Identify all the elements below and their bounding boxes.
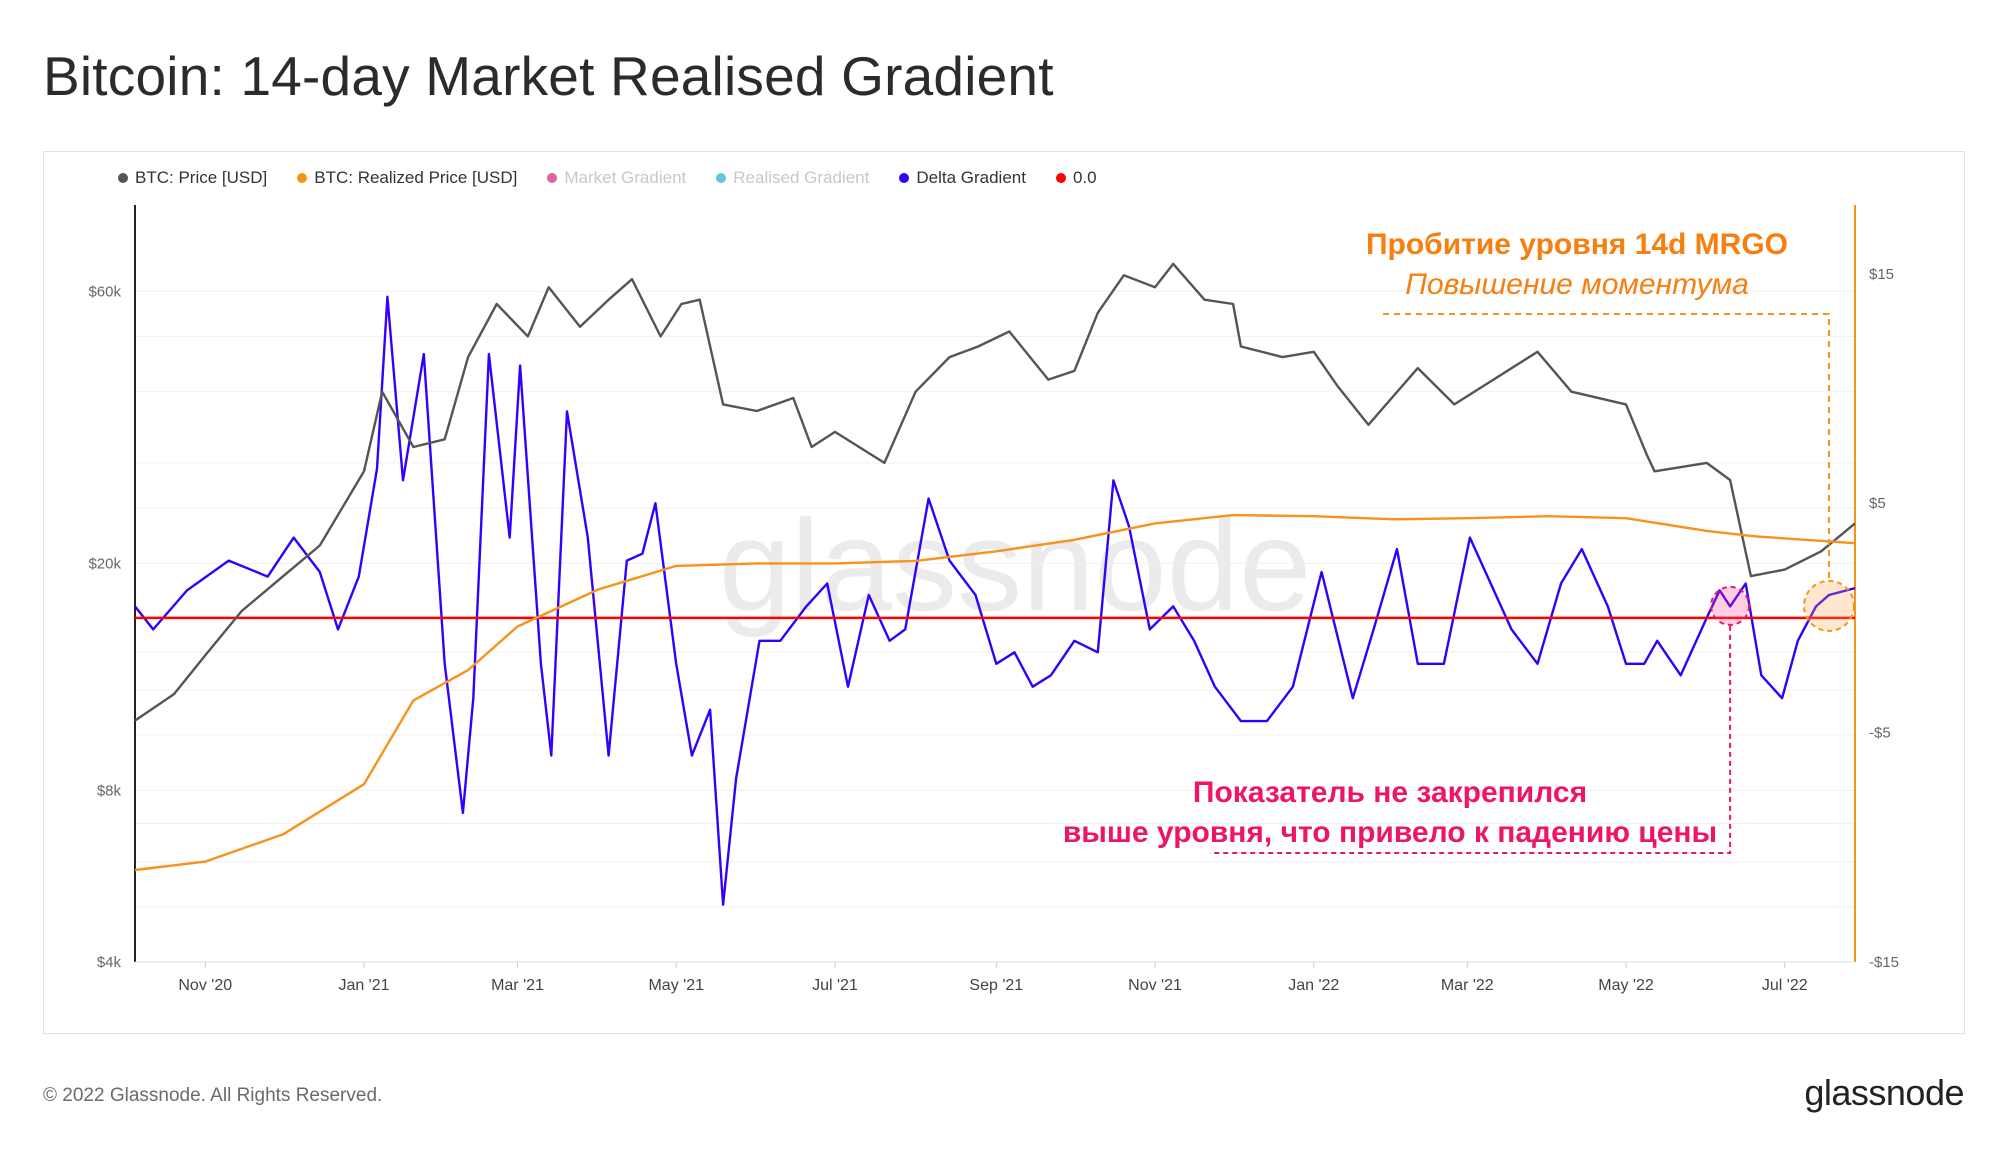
series-lines	[134, 262, 1856, 906]
annotation-breakout-subtitle: Повышение моментума	[1405, 268, 1749, 301]
chart-legend: BTC: Price [USD] BTC: Realized Price [US…	[118, 168, 1097, 188]
y-right-tick-label: -$15	[1869, 954, 1899, 971]
series-delta-gradient-line	[134, 295, 1856, 906]
x-tick-label: Jan '21	[338, 977, 389, 994]
y-left-tick-label: $8k	[97, 782, 122, 799]
axes: $4k $8k $20k $60k -$15 -$5 $5 $15 Nov '20 Jan '21…	[88, 205, 1899, 994]
x-tick-label: Sep '21	[969, 977, 1023, 994]
legend-dot-icon	[297, 173, 308, 183]
watermark: glassnode	[719, 492, 1312, 638]
highlight-circle-failed-hold	[1710, 585, 1751, 626]
legend-item-zero-line[interactable]: 0.0	[1055, 168, 1097, 188]
y-left-tick-label: $20k	[88, 555, 121, 572]
y-right-tick-label: $15	[1869, 266, 1894, 283]
annotation-breakout-title: Пробитие уровня 14d MRGO	[1365, 228, 1789, 261]
chart-frame	[43, 151, 1965, 1034]
x-tick-label: Jul '22	[1762, 977, 1808, 994]
x-tick-label: Mar '22	[1441, 977, 1494, 994]
legend-label: BTC: Realized Price [USD]	[314, 168, 518, 187]
y-right-tick-label: -$5	[1869, 725, 1891, 742]
page-title: Bitcoin: 14-day Market Realised Gradient	[43, 45, 1054, 107]
legend-item-market-gradient[interactable]: Market Gradient	[547, 168, 686, 188]
x-tick-label: Nov '20	[178, 977, 232, 994]
legend-dot-icon	[716, 173, 727, 183]
legend-dot-icon	[118, 173, 128, 183]
legend-dot-icon	[1055, 173, 1066, 183]
y-left-tick-label: $60k	[88, 283, 121, 300]
legend-dot-icon	[899, 173, 910, 183]
legend-label: Realised Gradient	[733, 168, 870, 187]
highlight-circle-breakout	[1802, 579, 1855, 632]
grid-lines	[135, 290, 1855, 908]
legend-item-delta-gradient[interactable]: Delta Gradient	[899, 168, 1026, 188]
leader-line-failed-hold	[1210, 625, 1732, 854]
legend-item-price[interactable]: BTC: Price [USD]	[118, 168, 267, 188]
footer-copyright: © 2022 Glassnode. All Rights Reserved.	[43, 1085, 383, 1106]
leader-line-breakout	[1383, 313, 1830, 581]
annotation-failed-hold-line2: выше уровня, что привело к падению цены	[1062, 816, 1718, 849]
legend-dot-icon	[547, 173, 558, 183]
legend-label: 0.0	[1072, 168, 1097, 187]
x-tick-label: May '21	[648, 977, 704, 994]
legend-item-realized-price[interactable]: BTC: Realized Price [USD]	[297, 168, 517, 188]
glassnode-logo: glassnode	[1804, 1072, 1964, 1113]
y-left-tick-label: $4k	[97, 954, 122, 971]
x-tick-label: Nov '21	[1128, 977, 1182, 994]
legend-item-realised-gradient[interactable]: Realised Gradient	[716, 168, 869, 188]
annotation-failed-hold-line1: Показатель не закрепился	[1192, 776, 1588, 809]
y-right-tick-label: $5	[1869, 495, 1886, 512]
x-tick-label: Jan '22	[1288, 977, 1339, 994]
legend-label: Market Gradient	[564, 168, 687, 187]
series-btc-price-line	[134, 262, 1856, 722]
x-tick-label: Mar '21	[491, 977, 544, 994]
legend-label: BTC: Price [USD]	[135, 168, 268, 187]
x-tick-label: Jul '21	[812, 977, 858, 994]
legend-label: Delta Gradient	[916, 168, 1026, 187]
annotation-marks	[1210, 313, 1855, 854]
series-realized-price-line	[134, 513, 1856, 872]
annotation-failed-hold: Показатель не закрепился выше уровня, чт…	[1040, 773, 1740, 853]
x-tick-label: May '22	[1598, 977, 1654, 994]
